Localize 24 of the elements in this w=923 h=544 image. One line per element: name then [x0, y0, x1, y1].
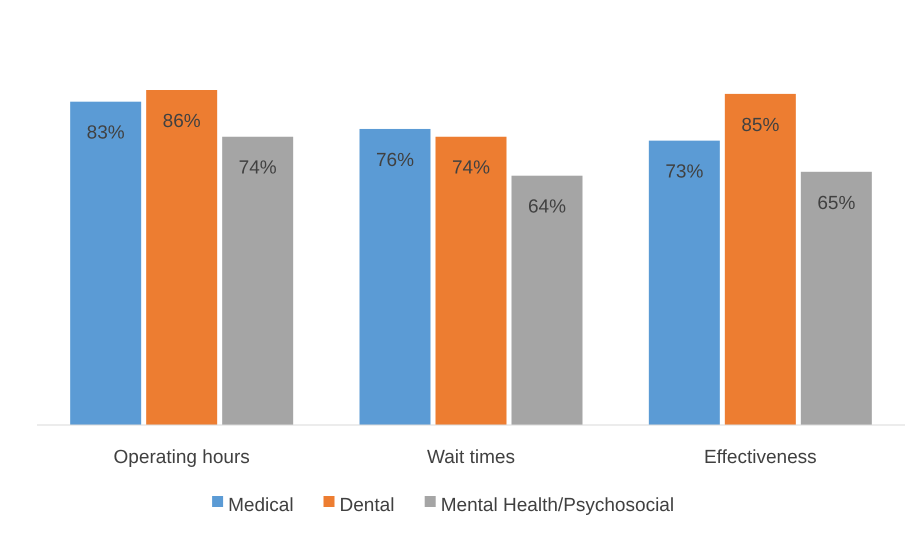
- legend-label: Medical: [228, 495, 294, 516]
- bar: [436, 136, 506, 425]
- bar: [648, 140, 720, 425]
- x-tick-label: Operating hours: [114, 447, 250, 468]
- data-label: 83%: [86, 122, 125, 144]
- data-label: 73%: [665, 162, 704, 183]
- bar: [146, 90, 218, 425]
- data-label: 65%: [817, 192, 856, 214]
- bar: [512, 176, 582, 425]
- data-label: 86%: [162, 111, 201, 132]
- x-tick-label: Effectiveness: [704, 447, 817, 468]
- bar: [360, 128, 430, 425]
- data-label: 64%: [528, 196, 566, 218]
- x-tick-label: Wait times: [427, 447, 515, 468]
- data-label: 74%: [452, 158, 490, 179]
- data-label: 85%: [741, 114, 780, 136]
- bar: [70, 102, 142, 425]
- data-label: 76%: [376, 150, 414, 171]
- legend-label: Mental Health/Psychosocial: [440, 495, 674, 516]
- bar: [724, 94, 796, 425]
- bar: [222, 136, 294, 425]
- bar: [800, 172, 872, 425]
- legend-label: Dental: [340, 495, 394, 516]
- data-label: 74%: [238, 158, 277, 179]
